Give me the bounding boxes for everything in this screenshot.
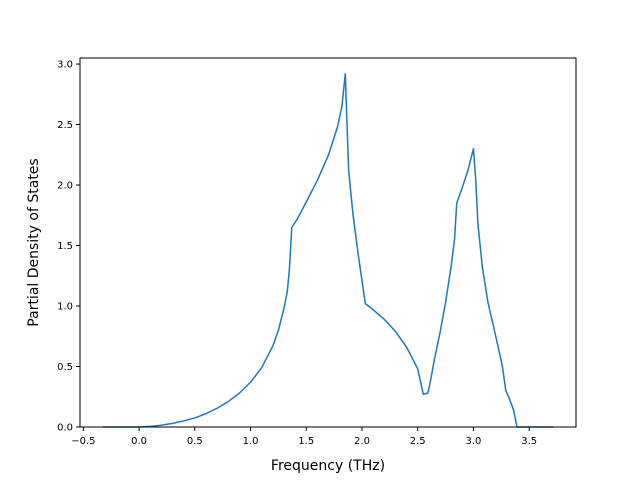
y-axis-label: Partial Density of States — [26, 158, 42, 326]
y-tick-label: 1.0 — [57, 302, 73, 313]
x-tick-label: −0.5 — [71, 436, 95, 447]
x-tick-label: 2.5 — [410, 436, 426, 447]
y-tick-label: 2.5 — [57, 120, 73, 131]
x-tick-label: 3.5 — [521, 436, 537, 447]
y-tick-label: 0.5 — [57, 362, 73, 373]
y-tick-label: 3.0 — [57, 60, 73, 71]
x-tick-label: 0.5 — [187, 436, 203, 447]
x-tick-label: 1.5 — [298, 436, 314, 447]
x-tick-label: 3.0 — [466, 436, 482, 447]
x-axis-label: Frequency (THz) — [271, 458, 385, 474]
y-tick-label: 2.0 — [57, 181, 73, 192]
plot-background — [80, 58, 576, 427]
x-tick-label: 0.0 — [131, 436, 147, 447]
x-tick-label: 1.0 — [243, 436, 259, 447]
x-tick-label: 2.0 — [354, 436, 370, 447]
x-axis-ticks: −0.5 0.0 0.5 1.0 1.5 2.0 2.5 3.0 3.5 — [71, 427, 537, 447]
y-tick-label: 1.5 — [57, 241, 73, 252]
pdos-series-line — [102, 72, 554, 428]
plot-frame — [79, 57, 577, 428]
y-axis-ticks: 0.0 0.5 1.0 1.5 2.0 2.5 3.0 — [57, 60, 80, 434]
y-tick-label: 0.0 — [57, 423, 73, 434]
